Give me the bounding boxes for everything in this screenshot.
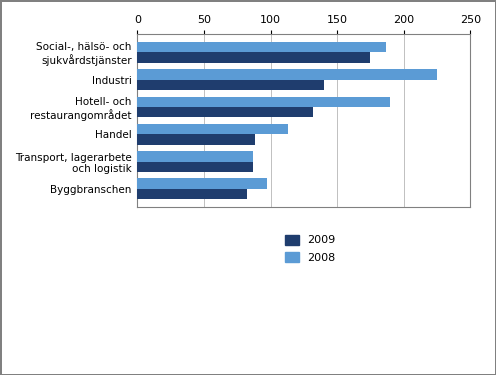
Bar bbox=[137, 162, 253, 172]
Bar bbox=[137, 52, 371, 63]
Bar bbox=[137, 134, 254, 145]
Bar bbox=[137, 42, 386, 52]
Bar bbox=[137, 107, 313, 117]
Bar bbox=[137, 189, 247, 199]
Bar bbox=[137, 96, 390, 107]
Bar bbox=[137, 69, 437, 80]
Bar bbox=[137, 80, 324, 90]
Bar bbox=[137, 178, 266, 189]
Legend: 2009, 2008: 2009, 2008 bbox=[281, 230, 340, 267]
Bar bbox=[137, 151, 253, 162]
Bar bbox=[137, 124, 288, 134]
